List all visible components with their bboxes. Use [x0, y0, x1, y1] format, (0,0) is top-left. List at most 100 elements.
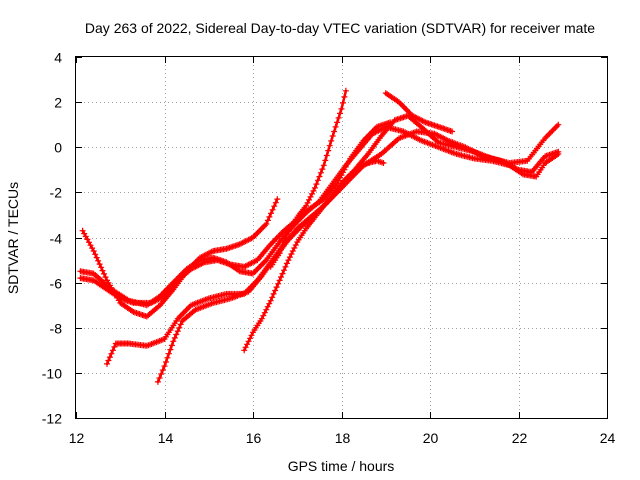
data-point-marker [170, 338, 177, 345]
data-point-marker [176, 324, 183, 331]
x-tick-label: 18 [335, 430, 351, 446]
data-point-marker [555, 148, 562, 155]
data-point-marker [90, 248, 97, 254]
data-point-marker [276, 277, 283, 284]
data-point-marker [278, 274, 284, 280]
series-line [81, 197, 279, 318]
data-point-marker [281, 267, 287, 274]
data-point-marker [282, 235, 289, 242]
data-point-marker [282, 263, 289, 270]
data-point-marker [334, 119, 341, 126]
data-point-marker [320, 162, 327, 169]
data-point-marker [274, 196, 281, 203]
data-point-marker [329, 133, 336, 139]
data-point-marker [108, 350, 115, 357]
data-point-marker [326, 142, 333, 149]
data-point-marker [328, 137, 335, 144]
data-point-marker [323, 152, 330, 159]
data-point-marker [92, 251, 99, 258]
data-point-marker [275, 280, 282, 287]
data-point-marker [319, 166, 326, 173]
data-point-marker [269, 206, 276, 213]
data-point-marker [335, 114, 342, 121]
data-point-marker [99, 267, 106, 274]
data-point-marker [105, 357, 112, 364]
data-point-marker [555, 121, 562, 128]
data-point-marker [272, 287, 279, 294]
data-point-marker [101, 270, 107, 277]
grid [76, 57, 607, 418]
series-track-g [267, 87, 349, 270]
data-point-marker [273, 284, 280, 291]
y-tick-label: -6 [50, 276, 63, 292]
data-point-marker [313, 181, 320, 188]
series-track-c [77, 123, 562, 309]
y-tick-label: -8 [50, 321, 63, 337]
x-tick-label: 24 [600, 430, 616, 446]
data-point-marker [96, 261, 103, 268]
y-axis-label: SDTVAR / TECUs [5, 182, 21, 294]
data-point-marker [168, 342, 175, 349]
data-point-marker [109, 347, 116, 354]
y-tick-label: -4 [50, 231, 63, 247]
series-track-a [79, 196, 281, 320]
data-point-marker [102, 274, 109, 281]
y-tick-label: -10 [42, 366, 62, 382]
data-point-marker [449, 128, 456, 135]
data-point-marker [98, 264, 105, 271]
data-point-marker [163, 359, 169, 365]
data-point-marker [317, 169, 324, 176]
data-point-marker [338, 105, 345, 112]
data-point-marker [316, 173, 323, 180]
data-point-marker [279, 270, 286, 277]
data-point-marker [325, 147, 332, 154]
data-point-marker [263, 221, 270, 227]
series-track-h [382, 90, 456, 135]
data-point-marker [342, 87, 349, 94]
data-point-marker [314, 177, 321, 184]
series-group [77, 87, 562, 385]
data-point-marker [332, 123, 339, 130]
plot-frame [75, 56, 608, 419]
data-point-marker [266, 213, 273, 220]
data-point-marker [322, 157, 329, 164]
data-point-marker [337, 110, 343, 117]
data-point-marker [264, 217, 271, 224]
series-line [79, 121, 392, 305]
data-point-marker [278, 246, 284, 253]
data-point-marker [104, 360, 110, 367]
data-point-marker [286, 254, 293, 261]
data-point-marker [174, 328, 181, 335]
data-point-marker [281, 239, 287, 245]
data-point-marker [173, 331, 180, 338]
y-tick-label: -12 [42, 411, 62, 427]
data-point-marker [165, 350, 172, 357]
data-point-marker [331, 128, 338, 135]
data-point-marker [106, 354, 113, 361]
data-point-marker [283, 260, 290, 267]
y-tick-label: 4 [54, 50, 62, 66]
data-point-marker [154, 378, 161, 385]
data-point-marker [167, 346, 174, 353]
data-point-marker [161, 363, 168, 370]
data-point-marker [95, 257, 102, 264]
x-tick-label: 12 [69, 430, 85, 446]
series-track-f [241, 157, 387, 354]
chart-title: Day 263 of 2022, Sidereal Day-to-day VTE… [85, 20, 595, 36]
data-point-marker [380, 160, 387, 166]
data-point-marker [164, 354, 171, 361]
series-track-d [104, 128, 562, 367]
x-tick-label: 16 [246, 430, 262, 446]
data-point-marker [276, 250, 283, 257]
data-point-marker [177, 321, 184, 328]
data-point-marker [279, 242, 286, 249]
series-line [79, 125, 560, 307]
data-point-marker [272, 199, 279, 206]
data-point-marker [271, 203, 278, 210]
y-tick-label: -2 [50, 185, 63, 201]
data-point-marker [269, 294, 276, 301]
y-tick-label: 0 [54, 140, 62, 156]
data-point-marker [158, 371, 165, 377]
